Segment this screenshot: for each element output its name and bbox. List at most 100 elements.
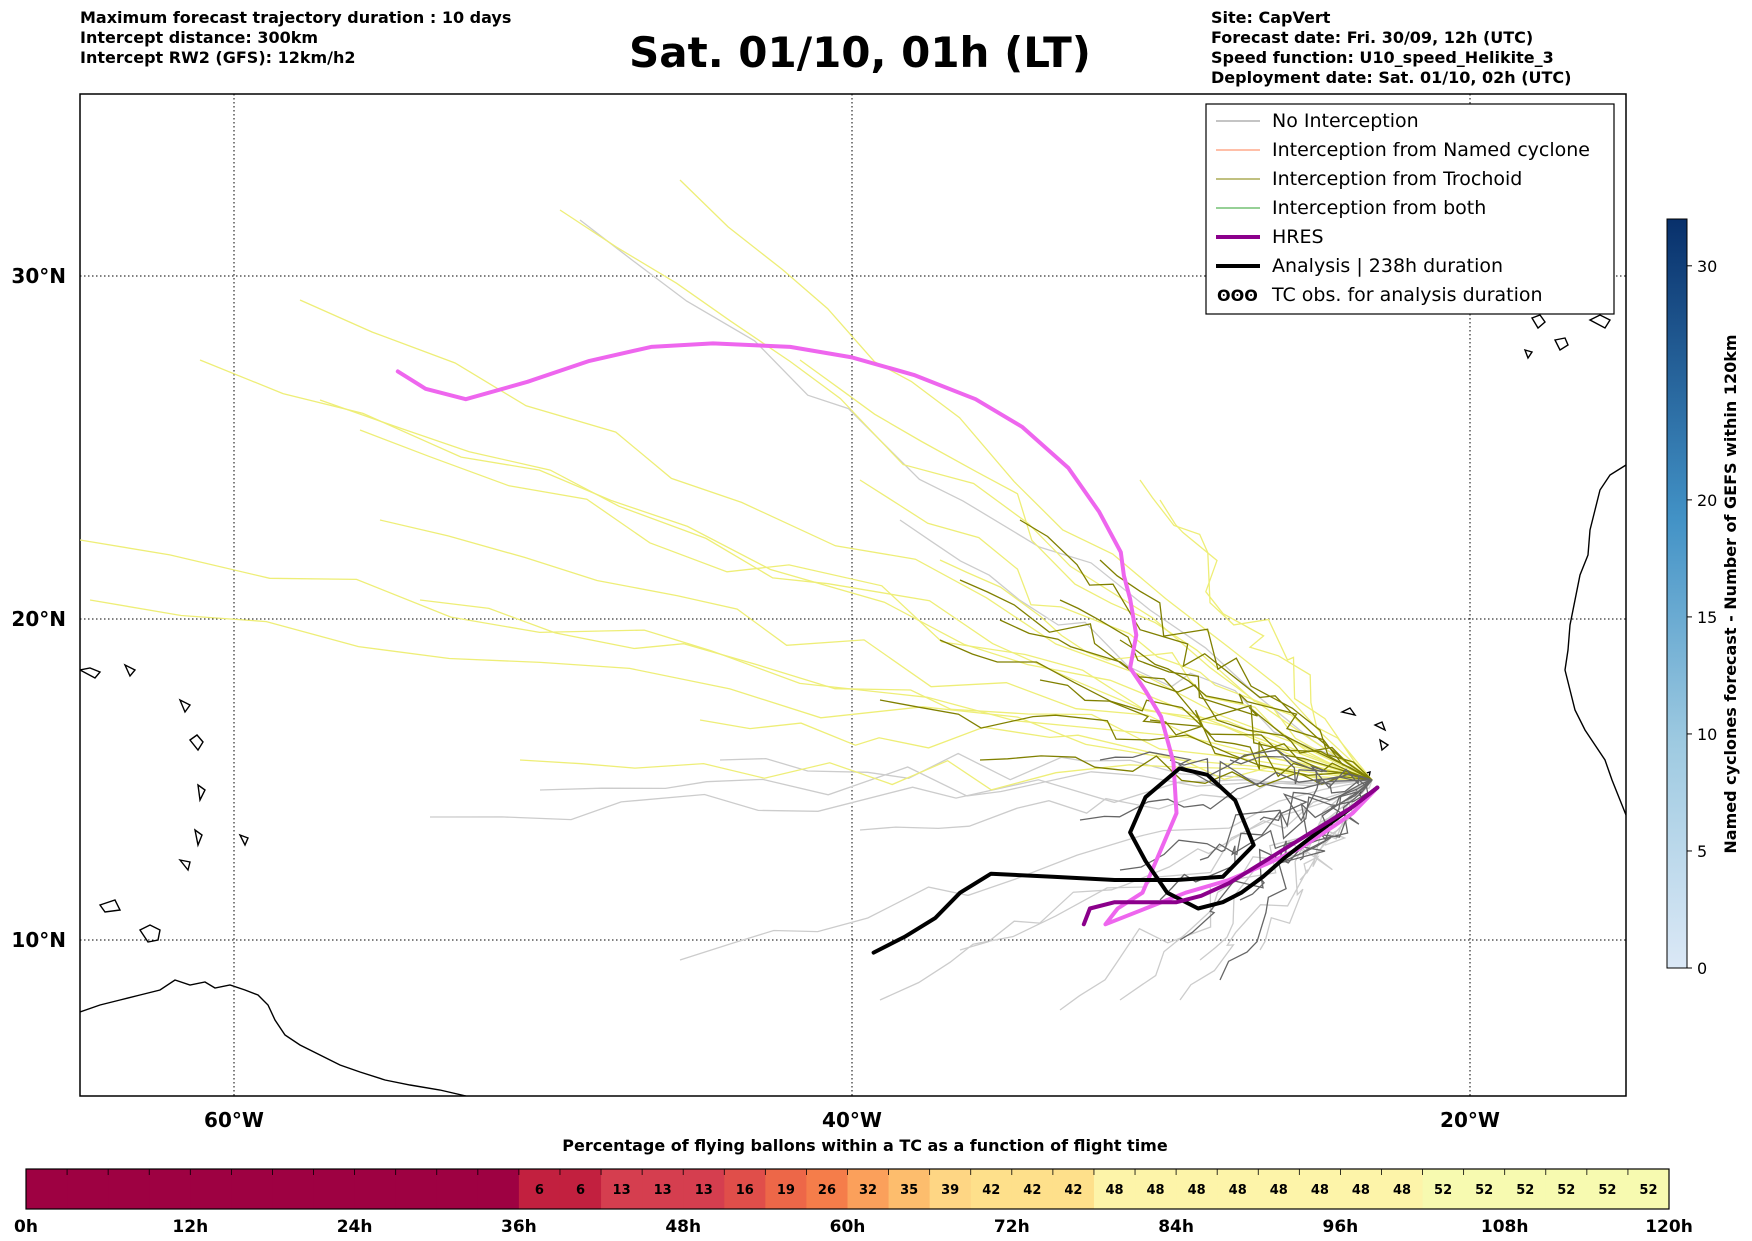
percentage-cell <box>395 1169 438 1209</box>
percentage-cell <box>847 1169 890 1209</box>
percentage-cell-label: 6 <box>576 1183 585 1198</box>
percentage-cell <box>765 1169 807 1209</box>
ensemble-trajectory <box>1139 479 1373 781</box>
percentage-bar-tick: 108h <box>1481 1217 1529 1237</box>
ensemble-trajectory <box>579 219 1373 781</box>
y-tick-30n: 30°N <box>11 264 66 288</box>
percentage-bar-tick: 48h <box>665 1217 701 1237</box>
percentage-cell-label: 13 <box>613 1183 631 1198</box>
trinidad-coast <box>138 924 161 943</box>
percentage-cell <box>231 1169 273 1209</box>
legend-label-0: No Interception <box>1272 110 1419 132</box>
ensemble-trajectory <box>299 299 1373 781</box>
percentage-cell <box>190 1169 232 1209</box>
percentage-bar-tick: 72h <box>994 1217 1030 1237</box>
percentage-bar-tick: 24h <box>337 1217 373 1237</box>
percentage-bar-tick: 84h <box>1158 1217 1194 1237</box>
ensemble-trajectory <box>859 779 1373 831</box>
percentage-cell-label: 19 <box>777 1183 795 1198</box>
percentage-cell-label: 42 <box>982 1183 1000 1198</box>
percentage-cell <box>67 1169 109 1209</box>
percentage-bar-tick: 96h <box>1323 1217 1359 1237</box>
ensemble-trajectory <box>1239 779 1373 901</box>
percentage-cell <box>1011 1169 1054 1209</box>
percentage-cell-label: 6 <box>535 1183 544 1198</box>
percentage-cell <box>1217 1169 1259 1209</box>
percentage-cell-label: 13 <box>695 1183 713 1198</box>
colorbar-tick-label: 0 <box>1697 959 1707 978</box>
ensemble-trajectory <box>429 779 1373 821</box>
percentage-cell-label: 42 <box>1023 1183 1041 1198</box>
percentage-cell-label: 48 <box>1188 1183 1206 1198</box>
ensemble-trajectory <box>1179 779 1373 941</box>
intercept-distance-text: Intercept distance: 300km <box>80 28 319 47</box>
site-text: Site: CapVert <box>1211 8 1331 27</box>
colorbar-tick-label: 30 <box>1697 257 1717 276</box>
percentage-cell-label: 16 <box>736 1183 754 1198</box>
percentage-cell <box>26 1169 68 1209</box>
percentage-cell-label: 48 <box>1311 1183 1329 1198</box>
ensemble-trajectory <box>1059 599 1373 781</box>
cyclone-colorbar-label: Named cyclones forecast - Number of GEFS… <box>1721 334 1740 853</box>
percentage-cell <box>888 1169 931 1209</box>
puerto-rico-coast <box>80 663 192 714</box>
percentage-cell <box>1545 1169 1588 1209</box>
colorbar-tick-label: 10 <box>1697 725 1717 744</box>
percentage-cell <box>724 1169 766 1209</box>
percentage-cell-label: 48 <box>1105 1183 1123 1198</box>
percentage-cell-label: 26 <box>818 1183 836 1198</box>
percentage-cell <box>1258 1169 1300 1209</box>
ensemble-trajectory <box>1169 749 1373 784</box>
ensemble-trajectory <box>879 699 1373 781</box>
ensemble-trajectory <box>1259 779 1373 822</box>
speed-function-text: Speed function: U10_speed_Helikite_3 <box>1211 48 1554 67</box>
percentage-bar-tick: 36h <box>501 1217 537 1237</box>
canary-islands <box>1523 314 1612 360</box>
ensemble-trajectories <box>80 179 1373 1011</box>
ensemble-trajectory <box>1099 751 1373 789</box>
percentage-cell <box>1093 1169 1136 1209</box>
ensemble-trajectory <box>89 599 1373 781</box>
percentage-cell-label: 52 <box>1434 1183 1452 1198</box>
percentage-cell-label: 52 <box>1516 1183 1534 1198</box>
percentage-cell <box>1135 1169 1177 1209</box>
legend-label-2: Interception from Trochoid <box>1272 168 1522 190</box>
ensemble-trajectory <box>1039 679 1373 781</box>
percentage-cell <box>1627 1169 1670 1209</box>
max-duration-text: Maximum forecast trajectory duration : 1… <box>80 8 512 27</box>
ensemble-trajectory <box>419 599 1373 781</box>
colorbar-tick-label: 20 <box>1697 491 1717 510</box>
cyclone-colorbar-ticks: 0 5 10 15 20 30 <box>1687 257 1717 978</box>
legend-label-6: TC obs. for analysis duration <box>1271 284 1543 306</box>
percentage-cell <box>559 1169 602 1209</box>
percentage-cell-label: 32 <box>859 1183 877 1198</box>
colorbar-tick-label: 5 <box>1697 842 1707 861</box>
ensemble-trajectory <box>959 579 1373 781</box>
caribbean-islands <box>98 734 249 913</box>
ensemble-trajectory <box>1159 499 1373 781</box>
ensemble-trajectory <box>959 779 1373 951</box>
ensemble-trajectory <box>1199 779 1373 861</box>
series-line-2 <box>1081 785 1380 927</box>
ensemble-trajectory <box>559 209 1373 781</box>
colorbar-tick-label: 15 <box>1697 608 1717 627</box>
deployment-date-text: Deployment date: Sat. 01/10, 02h (UTC) <box>1211 68 1572 87</box>
cyclone-colorbar: 0 5 10 15 20 30 Named cyclones forecast - Num… <box>1666 218 1740 978</box>
x-tick-20w: 20°W <box>1440 1108 1500 1132</box>
percentage-cell-label: 52 <box>1475 1183 1493 1198</box>
percentage-bar-ticks: 0h 12h 24h 36h 48h 60h 72h 84h 96h 108h 120h <box>14 1217 1693 1237</box>
percentage-cell-label: 48 <box>1352 1183 1370 1198</box>
percentage-bar: 6 6 13 13 13 16 19 26 32 35 39 42 42 42 48 48 48 48 48 48 48… <box>25 1169 1670 1209</box>
percentage-cell <box>1504 1169 1547 1209</box>
y-tick-20n: 20°N <box>11 607 66 631</box>
percentage-bar-tick: 12h <box>172 1217 208 1237</box>
south-america-coast <box>80 979 467 1096</box>
legend-symbol-tc: ʘʘʘ <box>1217 286 1258 305</box>
legend-label-3: Interception from both <box>1272 197 1486 219</box>
x-tick-40w: 40°W <box>822 1108 882 1132</box>
percentage-cell <box>1176 1169 1218 1209</box>
percentage-cell <box>436 1169 479 1209</box>
ensemble-trajectory <box>939 559 1373 781</box>
percentage-cell <box>1586 1169 1629 1209</box>
